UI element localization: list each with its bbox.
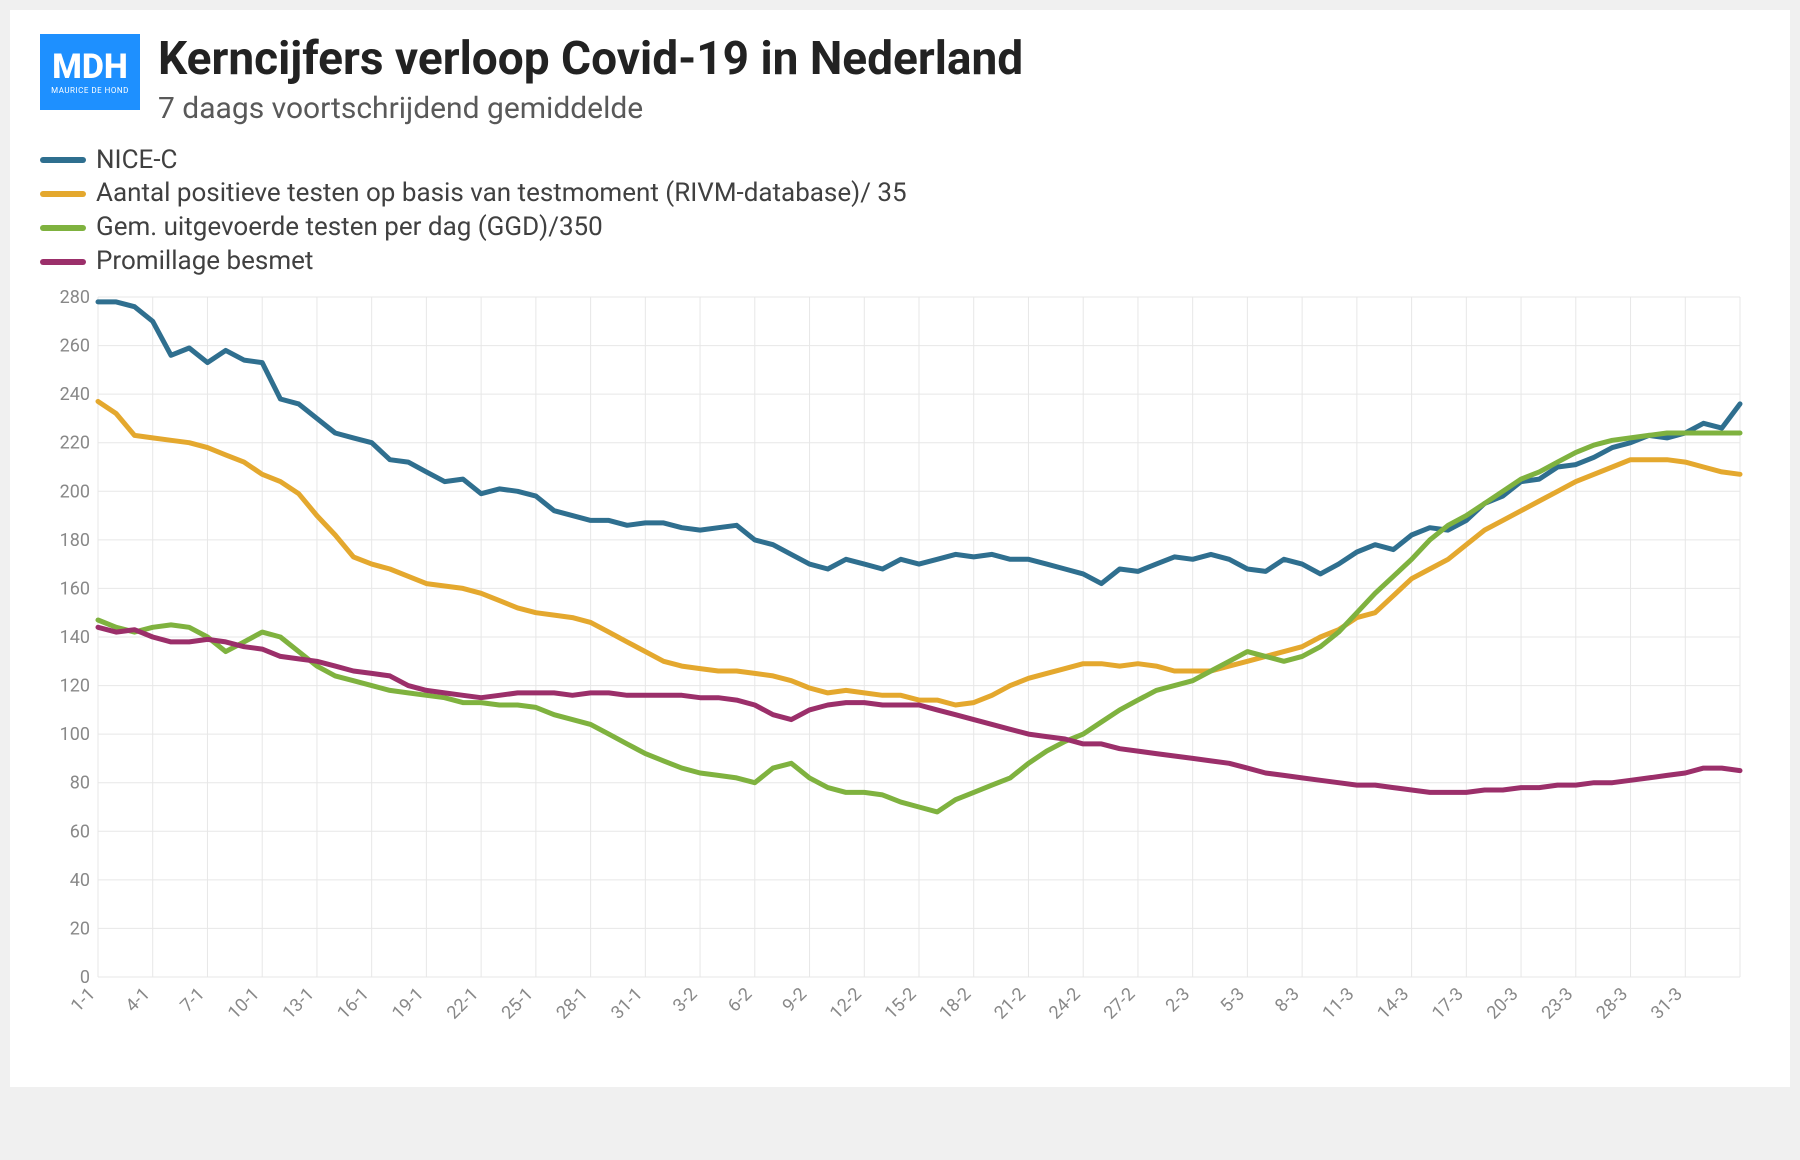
svg-text:8-3: 8-3 (1271, 983, 1304, 1016)
chart-subtitle: 7 daags voortschrijdend gemiddelde (158, 91, 1023, 126)
legend-label-pos_tests: Aantal positieve testen op basis van tes… (96, 177, 907, 211)
svg-text:5-3: 5-3 (1216, 983, 1249, 1016)
chart-card: MDH MAURICE DE HOND Kerncijfers verloop … (10, 10, 1790, 1087)
svg-text:24-2: 24-2 (1045, 983, 1085, 1023)
legend-swatch-promillage (40, 259, 86, 265)
svg-text:140: 140 (60, 627, 90, 648)
legend-swatch-tests_per_day (40, 225, 86, 231)
svg-text:15-2: 15-2 (881, 983, 921, 1023)
svg-text:180: 180 (60, 530, 90, 551)
svg-text:10-1: 10-1 (224, 983, 264, 1023)
chart-area: 0204060801001201401601802002202402602801… (40, 287, 1760, 1047)
svg-text:1-1: 1-1 (67, 983, 100, 1016)
header: MDH MAURICE DE HOND Kerncijfers verloop … (40, 34, 1760, 126)
svg-text:100: 100 (60, 724, 90, 745)
svg-text:17-3: 17-3 (1428, 983, 1468, 1023)
logo-badge: MDH MAURICE DE HOND (40, 34, 140, 110)
svg-text:280: 280 (60, 287, 90, 308)
legend-label-promillage: Promillage besmet (96, 245, 313, 279)
titles: Kerncijfers verloop Covid-19 in Nederlan… (158, 34, 1023, 126)
svg-text:260: 260 (60, 335, 90, 356)
line-chart-svg: 0204060801001201401601802002202402602801… (40, 287, 1760, 1047)
legend-item-promillage: Promillage besmet (40, 245, 1760, 279)
svg-text:16-1: 16-1 (333, 983, 373, 1023)
svg-text:28-3: 28-3 (1592, 983, 1632, 1023)
svg-text:9-2: 9-2 (778, 983, 811, 1016)
legend: NICE-CAantal positieve testen op basis v… (40, 144, 1760, 279)
svg-text:4-1: 4-1 (122, 983, 155, 1016)
svg-text:13-1: 13-1 (279, 983, 319, 1023)
svg-text:27-2: 27-2 (1100, 983, 1140, 1023)
svg-text:60: 60 (70, 821, 90, 842)
svg-text:7-1: 7-1 (176, 983, 209, 1016)
svg-text:31-3: 31-3 (1647, 983, 1687, 1023)
svg-text:25-1: 25-1 (498, 983, 538, 1023)
svg-text:20-3: 20-3 (1483, 983, 1523, 1023)
svg-text:120: 120 (60, 675, 90, 696)
svg-text:3-2: 3-2 (669, 983, 702, 1016)
legend-label-tests_per_day: Gem. uitgevoerde testen per dag (GGD)/35… (96, 211, 603, 245)
logo-main-text: MDH (52, 50, 128, 84)
svg-text:11-3: 11-3 (1319, 983, 1359, 1023)
legend-swatch-pos_tests (40, 191, 86, 197)
svg-text:220: 220 (60, 432, 90, 453)
legend-item-pos_tests: Aantal positieve testen op basis van tes… (40, 177, 1760, 211)
svg-text:2-3: 2-3 (1162, 983, 1195, 1016)
svg-text:21-2: 21-2 (990, 983, 1030, 1023)
svg-text:20: 20 (70, 918, 90, 939)
logo-sub-text: MAURICE DE HOND (51, 86, 129, 95)
svg-text:31-1: 31-1 (607, 983, 647, 1023)
svg-text:80: 80 (70, 772, 90, 793)
svg-text:22-1: 22-1 (443, 983, 483, 1023)
legend-item-tests_per_day: Gem. uitgevoerde testen per dag (GGD)/35… (40, 211, 1760, 245)
svg-text:14-3: 14-3 (1373, 983, 1413, 1023)
legend-label-nice_c: NICE-C (96, 144, 177, 178)
svg-text:200: 200 (60, 481, 90, 502)
svg-text:18-2: 18-2 (935, 983, 975, 1023)
svg-text:23-3: 23-3 (1538, 983, 1578, 1023)
svg-text:28-1: 28-1 (552, 983, 592, 1023)
svg-text:160: 160 (60, 578, 90, 599)
legend-item-nice_c: NICE-C (40, 144, 1760, 178)
svg-text:19-1: 19-1 (388, 983, 428, 1023)
chart-title: Kerncijfers verloop Covid-19 in Nederlan… (158, 34, 1023, 85)
svg-text:240: 240 (60, 384, 90, 405)
svg-text:40: 40 (70, 870, 90, 891)
legend-swatch-nice_c (40, 157, 86, 163)
svg-text:12-2: 12-2 (826, 983, 866, 1023)
svg-text:6-2: 6-2 (724, 983, 757, 1016)
